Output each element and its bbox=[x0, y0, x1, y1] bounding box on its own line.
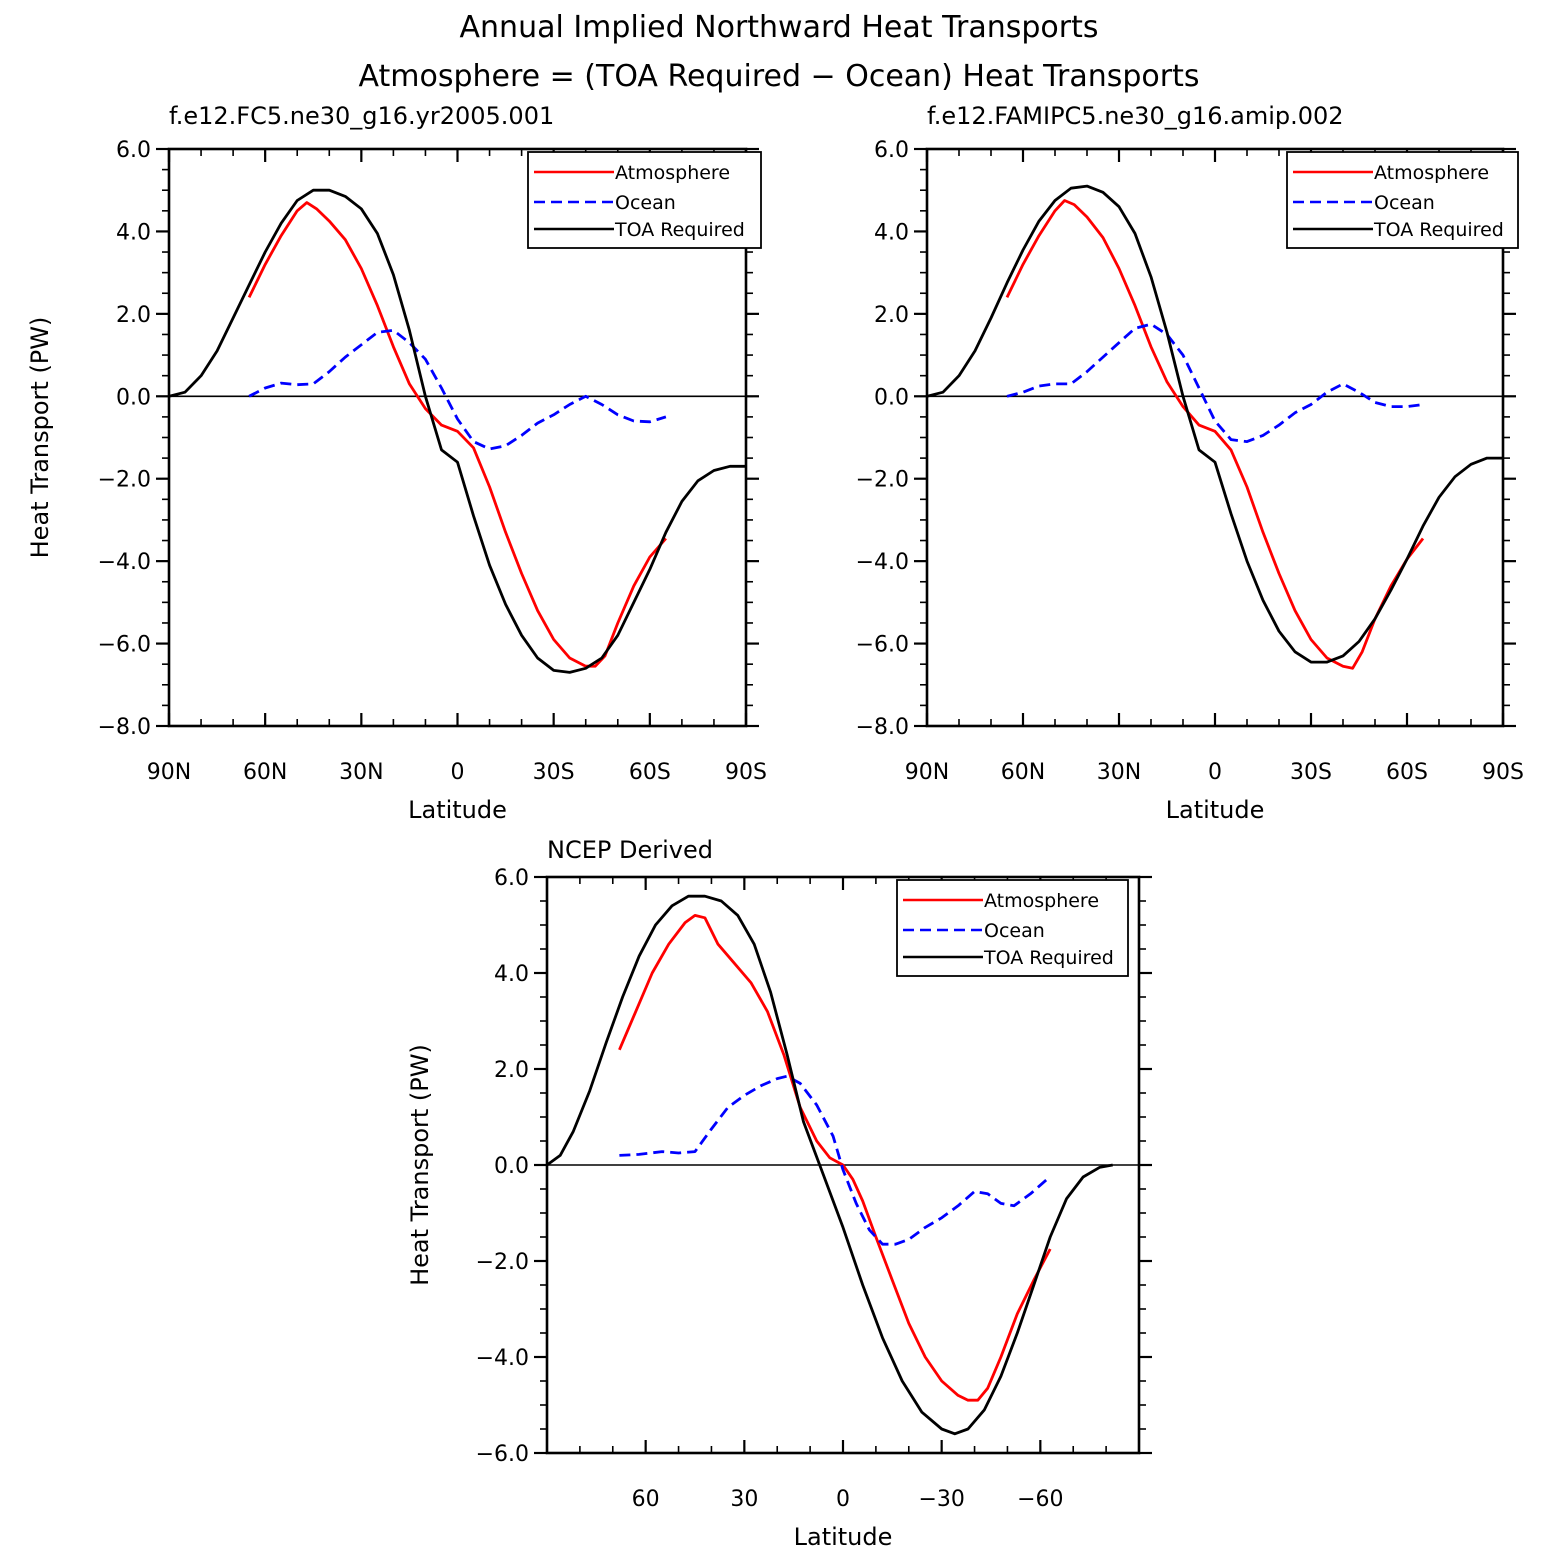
legend-box bbox=[896, 879, 1129, 977]
y-tick-label: −6.0 bbox=[476, 1442, 529, 1467]
series-line-ocean bbox=[619, 1074, 1048, 1246]
y-tick-label: −2.0 bbox=[98, 468, 151, 493]
legend-label-ocean: Ocean bbox=[615, 192, 676, 214]
y-tick-label: −8.0 bbox=[98, 715, 151, 740]
y-tick-label: 4.0 bbox=[494, 962, 529, 987]
figure-title-line-2: Atmosphere = (TOA Required − Ocean) Heat… bbox=[358, 59, 1199, 94]
x-tick-label: 30 bbox=[730, 1487, 758, 1512]
y-tick-label: 6.0 bbox=[116, 138, 151, 163]
x-tick-label: 0 bbox=[451, 760, 465, 785]
series-group bbox=[547, 894, 1113, 1436]
series-group bbox=[169, 188, 746, 674]
y-tick-label: −4.0 bbox=[476, 1346, 529, 1371]
panel-title: NCEP Derived bbox=[547, 836, 713, 864]
legend-label-atmosphere: Atmosphere bbox=[1374, 162, 1489, 184]
legend-box bbox=[527, 151, 762, 249]
legend-box bbox=[1286, 151, 1519, 249]
y-tick-label: 6.0 bbox=[874, 138, 909, 163]
y-tick-label: −4.0 bbox=[856, 550, 909, 575]
y-tick-label: 2.0 bbox=[874, 303, 909, 328]
series-line-ocean bbox=[248, 328, 667, 451]
x-tick-label: 0 bbox=[1208, 760, 1222, 785]
x-tick-label: 30S bbox=[533, 760, 575, 785]
legend: Atmosphere Ocean TOA Required bbox=[896, 879, 1129, 977]
y-tick-label: 0.0 bbox=[494, 1154, 529, 1179]
legend-label-atmosphere: Atmosphere bbox=[615, 162, 730, 184]
y-tick-label: 0.0 bbox=[116, 385, 151, 410]
y-tick-label: 6.0 bbox=[494, 866, 529, 891]
x-tick-label: 60S bbox=[629, 760, 671, 785]
x-tick-label: 60S bbox=[1386, 760, 1428, 785]
x-tick-label: 90N bbox=[147, 760, 191, 785]
series-line-toa bbox=[547, 894, 1113, 1436]
y-tick-label: 2.0 bbox=[116, 303, 151, 328]
x-tick-label: 90N bbox=[905, 760, 949, 785]
x-tick-label: 90S bbox=[1482, 760, 1524, 785]
series-line-atmosphere bbox=[1005, 199, 1425, 670]
x-tick-label: 90S bbox=[725, 760, 767, 785]
y-tick-label: 4.0 bbox=[116, 220, 151, 245]
panel-famipc5-amip: f.e12.FAMIPC5.ne30_g16.amip.002 6.0 4.0 2.0… bbox=[856, 102, 1524, 824]
y-tick-label: −6.0 bbox=[856, 633, 909, 658]
x-tick-label: 30N bbox=[1097, 760, 1141, 785]
x-tick-label: 30N bbox=[339, 760, 383, 785]
legend-label-ocean: Ocean bbox=[984, 920, 1045, 942]
y-tick-label: 2.0 bbox=[494, 1058, 529, 1083]
y-tick-label: −6.0 bbox=[98, 633, 151, 658]
y-tick-label: −4.0 bbox=[98, 550, 151, 575]
panel-title: f.e12.FC5.ne30_g16.yr2005.001 bbox=[169, 102, 554, 130]
series-line-atmosphere bbox=[618, 914, 1052, 1402]
x-tick-label: 60N bbox=[243, 760, 287, 785]
y-tick-label: −8.0 bbox=[856, 715, 909, 740]
y-tick-label: 0.0 bbox=[874, 385, 909, 410]
legend: Atmosphere Ocean TOA Required bbox=[1286, 151, 1519, 249]
y-axis-label: Heat Transport (PW) bbox=[406, 1044, 434, 1286]
x-tick-label: 60N bbox=[1001, 760, 1045, 785]
x-tick-label: −60 bbox=[1017, 1487, 1063, 1512]
x-tick-label: 60 bbox=[632, 1487, 660, 1512]
series-line-ocean bbox=[1006, 322, 1424, 443]
x-tick-label: −30 bbox=[918, 1487, 964, 1512]
panel-ncep-derived: NCEP Derived 6.0 4.0 2.0 0.0 −2.0 −4.0 −6.0 60 30… bbox=[406, 836, 1152, 1551]
x-axis-label: Latitude bbox=[408, 796, 507, 824]
legend: Atmosphere Ocean TOA Required bbox=[527, 151, 762, 249]
legend-label-toa: TOA Required bbox=[614, 219, 745, 241]
x-tick-label: 0 bbox=[836, 1487, 850, 1512]
legend-label-toa: TOA Required bbox=[983, 947, 1114, 969]
legend-label-atmosphere: Atmosphere bbox=[984, 890, 1099, 912]
panel-title: f.e12.FAMIPC5.ne30_g16.amip.002 bbox=[927, 102, 1344, 130]
y-tick-label: −2.0 bbox=[476, 1250, 529, 1275]
series-group bbox=[927, 184, 1503, 670]
series-line-toa bbox=[169, 188, 746, 674]
x-axis-label: Latitude bbox=[794, 1523, 893, 1551]
legend-label-toa: TOA Required bbox=[1373, 219, 1504, 241]
y-tick-label: −2.0 bbox=[856, 468, 909, 493]
panel-fc5-yr2005: f.e12.FC5.ne30_g16.yr2005.001 6.0 4.0 2.0 0.… bbox=[26, 102, 767, 824]
x-axis-label: Latitude bbox=[1166, 796, 1265, 824]
series-line-atmosphere bbox=[247, 201, 667, 668]
figure-title-line-1: Annual Implied Northward Heat Transports bbox=[460, 10, 1099, 45]
x-tick-label: 30S bbox=[1290, 760, 1332, 785]
series-line-toa bbox=[927, 184, 1503, 664]
y-tick-label: 4.0 bbox=[874, 220, 909, 245]
y-axis-label: Heat Transport (PW) bbox=[26, 317, 54, 559]
legend-label-ocean: Ocean bbox=[1374, 192, 1435, 214]
